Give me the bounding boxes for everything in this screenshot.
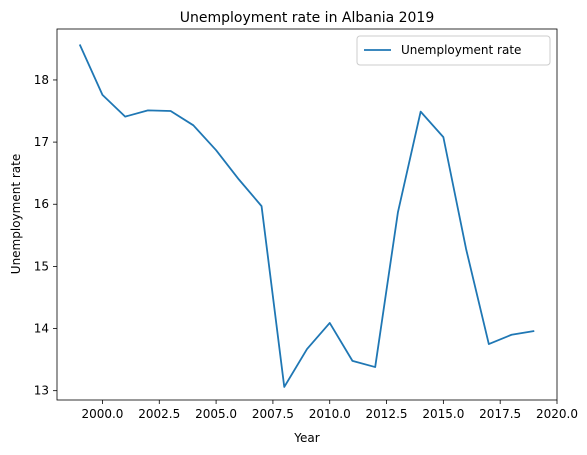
y-tick-label: 16 [34, 197, 49, 211]
chart-title: Unemployment rate in Albania 2019 [180, 10, 435, 26]
y-tick-label: 15 [34, 259, 49, 273]
y-axis-label: Unemployment rate [9, 154, 23, 274]
x-tick-label: 2007.5 [252, 407, 294, 421]
y-axis: 13 14 15 16 17 18 [34, 73, 57, 398]
y-tick-label: 13 [34, 384, 49, 398]
x-axis: 2000.0 2002.5 2005.0 2007.5 2010.0 2012.5 2015… [81, 400, 578, 421]
series-layer [78, 44, 535, 388]
x-tick-label: 2005.0 [195, 407, 237, 421]
legend-box [356, 35, 551, 66]
y-tick-label: 18 [34, 73, 49, 87]
legend: Unemployment rate [356, 35, 551, 66]
x-axis-label: Year [293, 431, 319, 445]
y-tick-label: 14 [34, 322, 49, 336]
y-tick-label: 17 [34, 135, 49, 149]
x-tick-label: 2020.0 [536, 407, 578, 421]
plot-area-frame [56, 28, 558, 401]
series-line-unemployment-rate [78, 44, 535, 388]
legend-label: Unemployment rate [401, 43, 521, 57]
x-tick-label: 2010.0 [309, 407, 351, 421]
x-tick-label: 2000.0 [81, 407, 123, 421]
x-tick-label: 2017.5 [479, 407, 521, 421]
x-tick-label: 2002.5 [138, 407, 180, 421]
x-tick-label: 2012.5 [366, 407, 408, 421]
x-tick-label: 2015.0 [422, 407, 464, 421]
